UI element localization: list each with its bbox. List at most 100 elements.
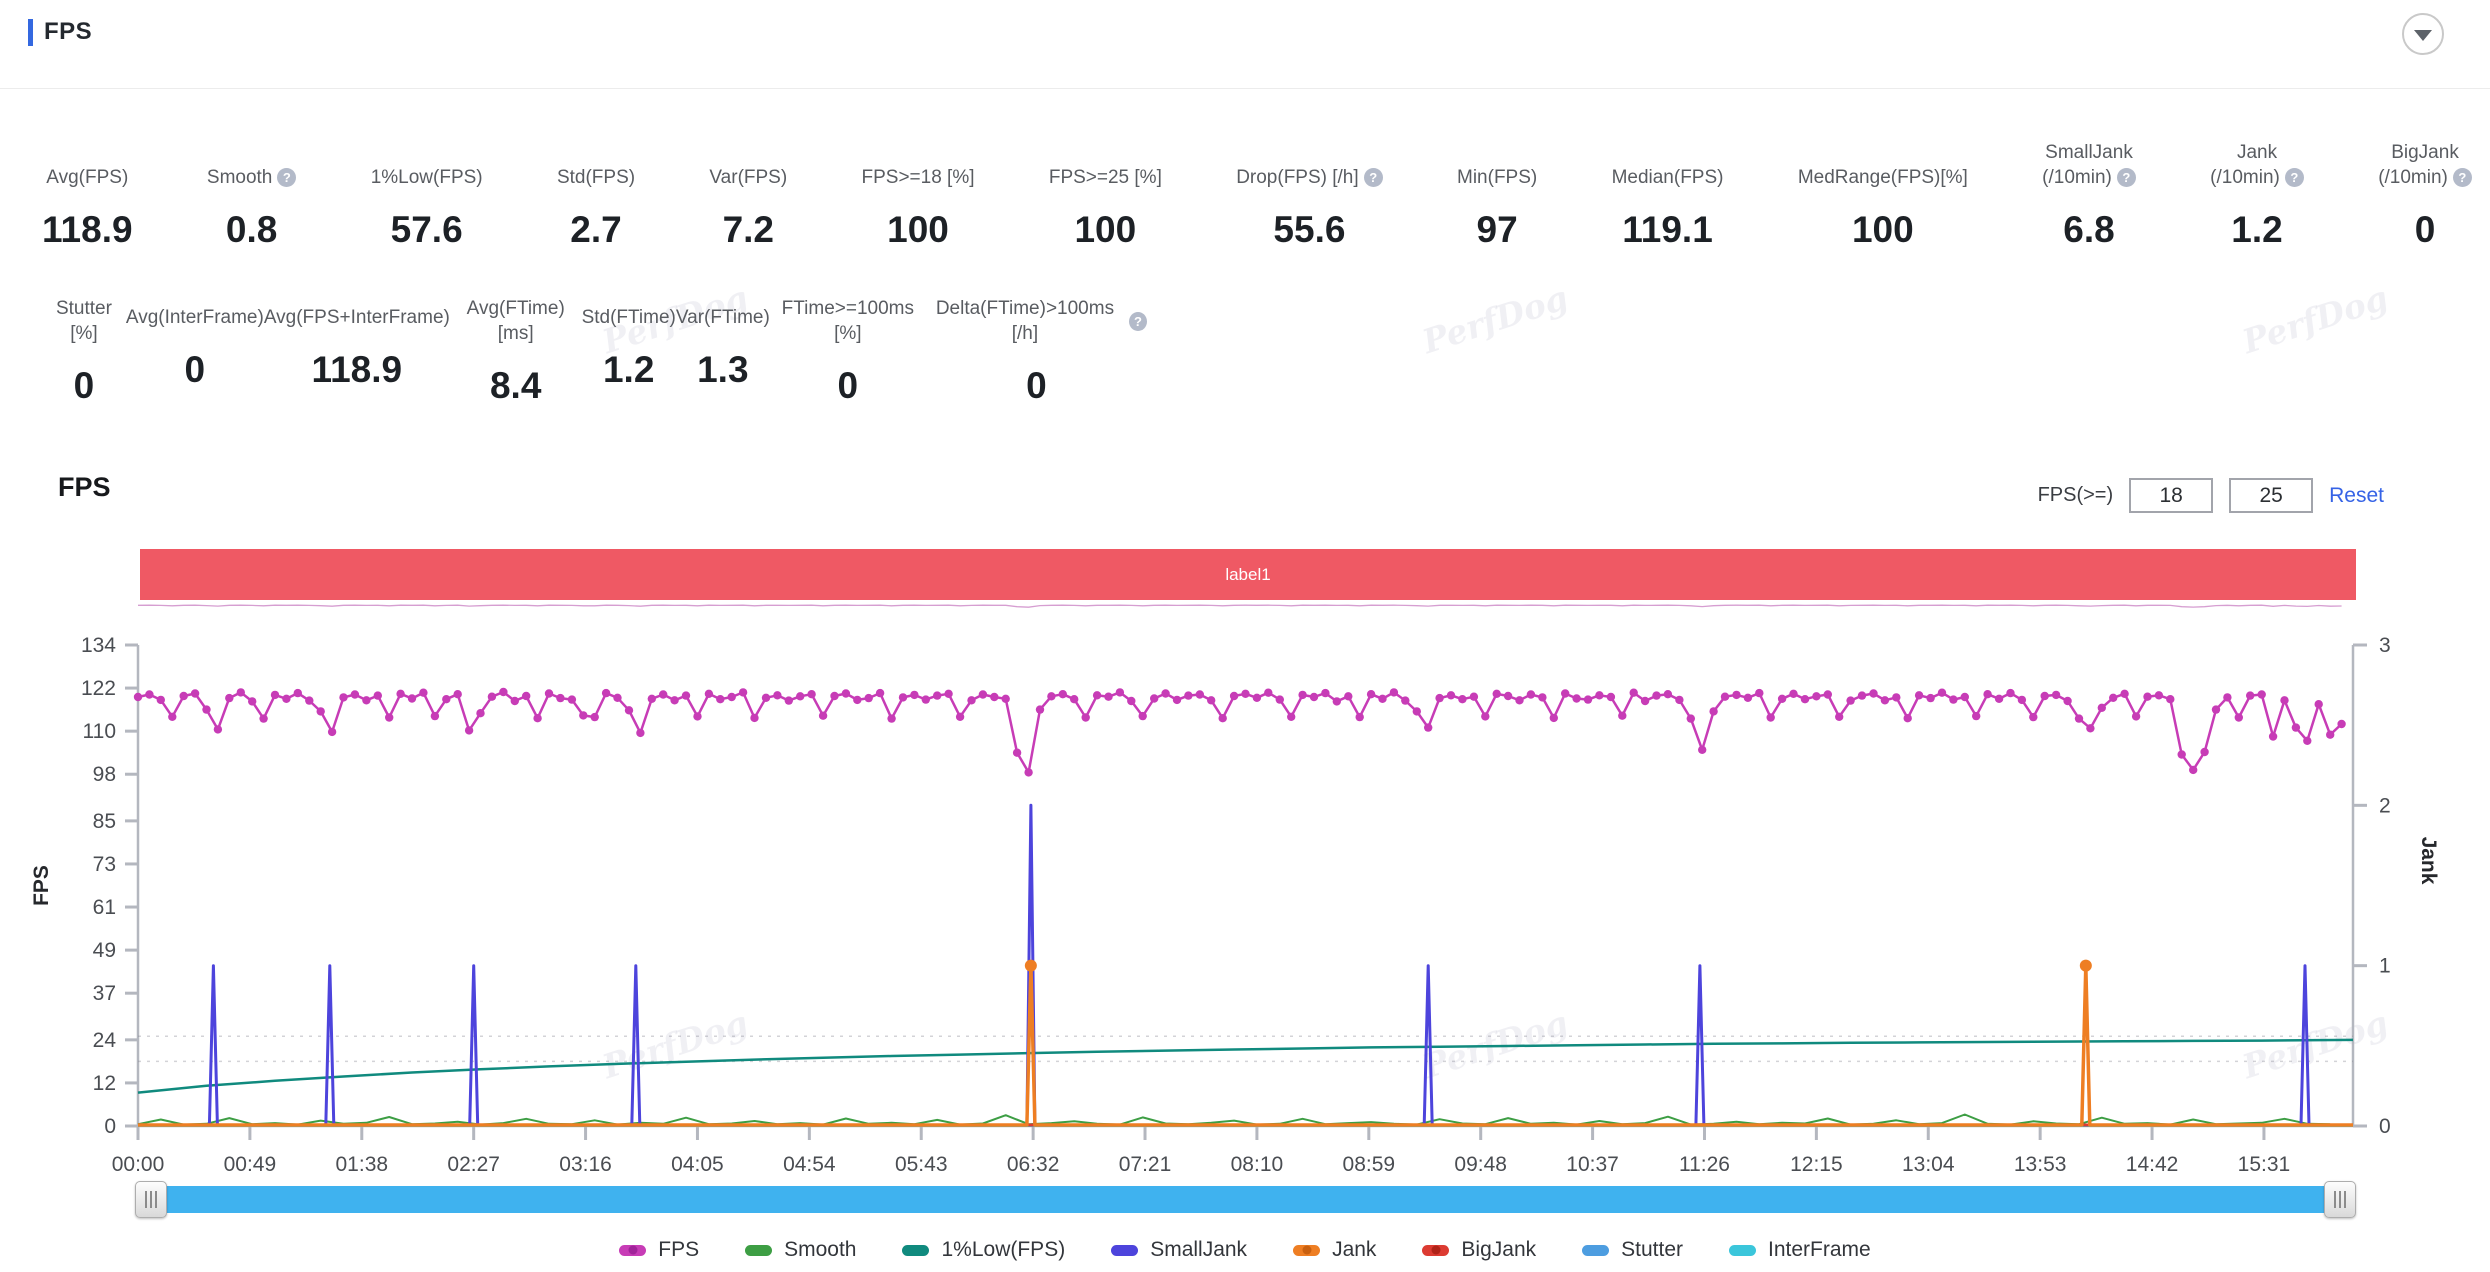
- stat-label: FPS>=18 [%]: [861, 167, 975, 188]
- stat-value: 1.3: [697, 349, 749, 390]
- stat-value: 55.6: [1273, 209, 1346, 250]
- help-icon[interactable]: ?: [2452, 168, 2472, 187]
- help-icon[interactable]: ?: [277, 168, 297, 187]
- stat-label: Std(FPS): [556, 167, 636, 188]
- help-icon[interactable]: ?: [1363, 168, 1383, 187]
- stat-drop-fps-h: Drop(FPS) [/h]? 55.6: [1236, 118, 1383, 251]
- stat-value: 0: [1026, 365, 1047, 406]
- stat-label: Min(FPS): [1457, 167, 1538, 188]
- svg-text:2: 2: [2379, 794, 2391, 817]
- fps-threshold-input-2[interactable]: [2229, 478, 2314, 513]
- svg-text:04:54: 04:54: [783, 1153, 836, 1176]
- legend-item-stutter[interactable]: Stutter: [1582, 1238, 1683, 1262]
- stat-value: 100: [887, 209, 949, 250]
- svg-text:13:04: 13:04: [1902, 1153, 1955, 1176]
- scrollbar-left-handle[interactable]: [135, 1181, 167, 1218]
- stat-value: 0: [73, 365, 95, 406]
- stat-value: 0: [184, 349, 206, 390]
- svg-text:08:10: 08:10: [1231, 1153, 1284, 1176]
- legend-item-bigjank[interactable]: BigJank: [1422, 1238, 1536, 1262]
- legend-swatch: [619, 1244, 647, 1256]
- label-banner[interactable]: label1: [140, 549, 2356, 600]
- stat-value: 57.6: [390, 209, 463, 250]
- stat-label: Avg(FTime) [ms]: [466, 298, 565, 344]
- stat-fps-25: FPS>=25 [%] 100: [1049, 118, 1162, 251]
- stat-value: 2.7: [570, 209, 622, 250]
- label-banner-text: label1: [1225, 564, 1271, 584]
- grip-icon: [2334, 1191, 2346, 1208]
- stat-label: Std(FTime): [581, 307, 676, 328]
- chart-legend: FPS Smooth 1%Low(FPS) SmallJank Jank BigJank S…: [0, 1238, 2490, 1262]
- svg-text:134: 134: [81, 634, 116, 657]
- stat-delta-ftime-100ms-h: Delta(FTime)>100ms [/h]? 0: [926, 296, 1147, 407]
- stat-label: Stutter [%]: [55, 298, 112, 344]
- svg-text:110: 110: [83, 720, 116, 743]
- legend-item-1-low-fps[interactable]: 1%Low(FPS): [902, 1238, 1065, 1262]
- panel-header: FPS: [0, 0, 2490, 89]
- svg-text:0: 0: [2379, 1115, 2391, 1138]
- help-icon[interactable]: ?: [2284, 168, 2304, 187]
- stat-label: Avg(FPS+InterFrame): [263, 307, 450, 328]
- stat-label: FPS>=25 [%]: [1048, 167, 1162, 188]
- legend-item-smooth[interactable]: Smooth: [745, 1238, 856, 1262]
- panel-title: FPS: [44, 18, 93, 45]
- stat-smalljank: SmallJank (/10min)? 6.8: [2042, 118, 2136, 251]
- legend-item-jank[interactable]: Jank: [1293, 1238, 1376, 1262]
- legend-item-interframe[interactable]: InterFrame: [1729, 1238, 1871, 1262]
- collapse-button[interactable]: [2402, 13, 2444, 55]
- stat-value: 118.9: [42, 209, 133, 250]
- svg-text:11:26: 11:26: [1679, 1153, 1730, 1176]
- legend-swatch: [1582, 1244, 1610, 1256]
- legend-label: InterFrame: [1768, 1238, 1871, 1261]
- legend-label: SmallJank: [1150, 1238, 1248, 1261]
- svg-text:1: 1: [2379, 955, 2391, 978]
- svg-text:13:53: 13:53: [2014, 1153, 2067, 1176]
- svg-text:00:00: 00:00: [112, 1153, 165, 1176]
- stat-var-ftime: Var(FTime) 1.3: [676, 296, 770, 407]
- legend-label: Smooth: [784, 1238, 857, 1261]
- reset-link[interactable]: Reset: [2329, 483, 2384, 507]
- navigator-strip: [137, 604, 2342, 608]
- stat-label: SmallJank (/10min)?: [2042, 118, 2136, 190]
- stat-ftime-100ms: FTime>=100ms [%] 0: [770, 296, 926, 407]
- svg-text:FPS: FPS: [30, 865, 53, 906]
- stat-smooth: Smooth? 0.8: [207, 118, 297, 251]
- svg-text:122: 122: [81, 677, 116, 700]
- legend-dot: [628, 1245, 638, 1255]
- svg-text:10:37: 10:37: [1566, 1153, 1619, 1176]
- svg-text:06:32: 06:32: [1007, 1153, 1060, 1176]
- stat-avg-fps: Avg(FPS) 118.9: [42, 118, 133, 251]
- legend-item-smalljank[interactable]: SmallJank: [1111, 1238, 1247, 1262]
- svg-text:08:59: 08:59: [1343, 1153, 1396, 1176]
- fps-threshold-input-1[interactable]: [2129, 478, 2214, 513]
- stats-row-2: Stutter [%] 0 Avg(InterFrame) 0 Avg(FPS+Inte…: [42, 296, 1147, 407]
- svg-text:12: 12: [93, 1072, 116, 1095]
- fps-threshold-controls: FPS(>=) Reset: [2038, 478, 2384, 513]
- svg-text:24: 24: [93, 1029, 117, 1052]
- svg-text:85: 85: [93, 810, 116, 833]
- stat-jank: Jank (/10min)? 1.2: [2210, 118, 2304, 251]
- stat-var-fps: Var(FPS) 7.2: [709, 118, 787, 251]
- stat-label: FTime>=100ms [%]: [781, 298, 914, 344]
- legend-swatch: [1422, 1244, 1450, 1256]
- svg-text:00:49: 00:49: [224, 1153, 277, 1176]
- watermark: PerfDog: [1417, 277, 1573, 362]
- svg-text:01:38: 01:38: [336, 1153, 389, 1176]
- svg-text:04:05: 04:05: [671, 1153, 724, 1176]
- stat-medrange-fps: MedRange(FPS)[%] 100: [1798, 118, 1968, 251]
- svg-text:03:16: 03:16: [559, 1153, 612, 1176]
- stat-value: 1.2: [2231, 209, 2283, 250]
- chart-heading: FPS: [58, 472, 111, 502]
- legend-label: 1%Low(FPS): [941, 1238, 1066, 1261]
- stat-label: Avg(FPS): [46, 167, 129, 188]
- scrollbar-right-handle[interactable]: [2324, 1181, 2356, 1218]
- help-icon[interactable]: ?: [2116, 168, 2136, 187]
- legend-swatch: [745, 1244, 773, 1256]
- legend-label: FPS: [658, 1238, 700, 1261]
- help-icon[interactable]: ?: [1129, 311, 1147, 331]
- legend-item-fps[interactable]: FPS: [619, 1238, 699, 1262]
- chart-range-scrollbar[interactable]: [135, 1181, 2356, 1218]
- svg-text:02:27: 02:27: [447, 1153, 500, 1176]
- legend-dot: [1431, 1245, 1441, 1255]
